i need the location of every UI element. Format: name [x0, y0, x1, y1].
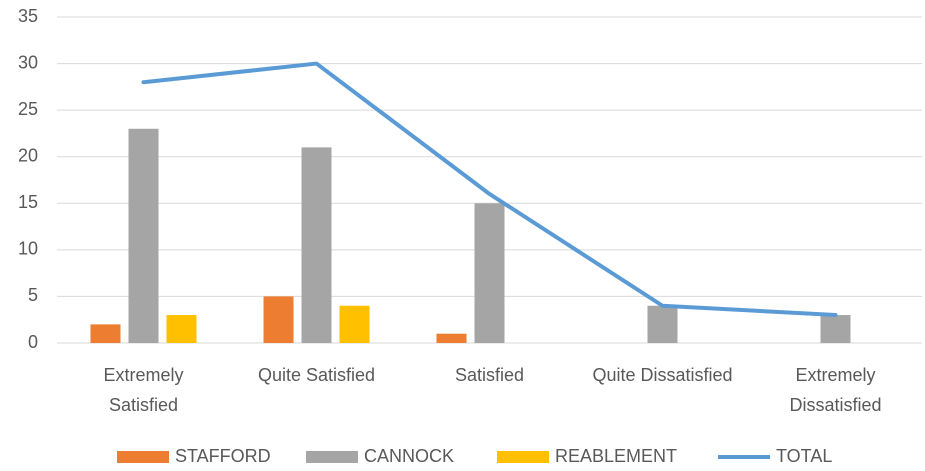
legend-label: CANNOCK — [364, 446, 454, 466]
bar — [820, 315, 851, 343]
x-tick-label: Extremely Satisfied — [103, 365, 184, 415]
legend-label: REABLEMENT — [555, 446, 677, 466]
legend-swatch — [497, 451, 549, 463]
bar — [474, 203, 505, 343]
bar — [128, 128, 159, 343]
y-tick-label: 10 — [18, 239, 38, 259]
x-tick-label: Quite Dissatisfied — [592, 365, 733, 385]
legend-swatch — [117, 451, 169, 463]
legend-label: TOTAL — [776, 446, 832, 466]
legend-label: STAFFORD — [175, 446, 271, 466]
bar — [263, 296, 294, 343]
y-tick-label: 0 — [28, 332, 38, 352]
bar — [339, 305, 370, 343]
y-tick-label: 20 — [18, 145, 38, 165]
y-tick-label: 5 — [28, 285, 38, 305]
bar — [301, 147, 332, 343]
bar — [647, 305, 678, 343]
bar — [166, 315, 197, 343]
legend-swatch — [306, 451, 358, 463]
x-tick-label: Satisfied — [454, 365, 525, 385]
y-tick-label: 35 — [18, 6, 38, 26]
bar — [90, 324, 121, 343]
line — [141, 61, 838, 318]
x-tick-label: Extremely Dissatisfied — [789, 365, 882, 415]
y-tick-label: 30 — [18, 52, 38, 72]
y-tick-label: 15 — [18, 192, 38, 212]
x-tick-label: Quite Satisfied — [257, 365, 376, 385]
bar — [436, 333, 467, 343]
y-tick-label: 25 — [18, 99, 38, 119]
